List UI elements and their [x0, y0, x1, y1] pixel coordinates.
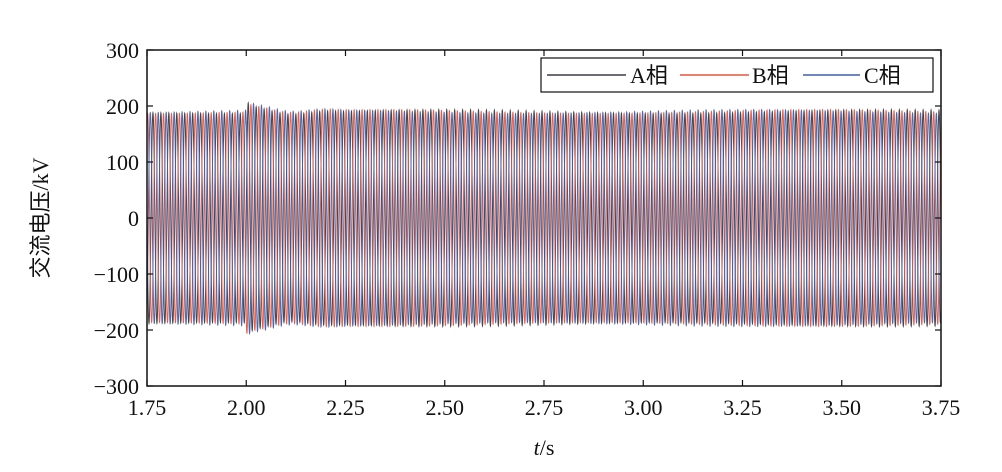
series-line-3 — [147, 102, 941, 336]
x-tick-label: 3.00 — [624, 395, 663, 420]
legend-label: A相 — [630, 63, 668, 88]
y-tick-label: −300 — [94, 374, 139, 399]
x-tick-label: 2.25 — [326, 395, 365, 420]
x-axis-label: t/s — [534, 435, 555, 460]
y-tick-label: −100 — [94, 262, 139, 287]
x-tick-label: 3.75 — [922, 395, 961, 420]
x-tick-label: 3.25 — [723, 395, 762, 420]
y-tick-label: 0 — [128, 206, 139, 231]
legend: A相 B相 C相 — [540, 57, 934, 93]
x-tick-label: 2.75 — [525, 395, 564, 420]
y-axis-label: 交流电压/kV — [28, 157, 53, 278]
series-line-1 — [147, 101, 941, 333]
series-layer — [147, 101, 941, 336]
y-tick-label: 100 — [106, 150, 139, 175]
y-tick-label: 200 — [106, 94, 139, 119]
y-tick-label: −200 — [94, 318, 139, 343]
legend-label: C相 — [864, 63, 901, 88]
axis-ticks: 1.75 2.00 2.25 2.50 2.75 3.00 3.25 3.50 3.75 300 2… — [94, 38, 961, 420]
x-tick-label: 2.00 — [227, 395, 266, 420]
x-tick-label: 2.50 — [426, 395, 465, 420]
x-tick-label: 1.75 — [128, 395, 167, 420]
legend-label: B相 — [752, 63, 789, 88]
series-line-2 — [147, 103, 941, 334]
y-tick-label: 300 — [106, 38, 139, 63]
x-tick-label: 3.50 — [823, 395, 862, 420]
